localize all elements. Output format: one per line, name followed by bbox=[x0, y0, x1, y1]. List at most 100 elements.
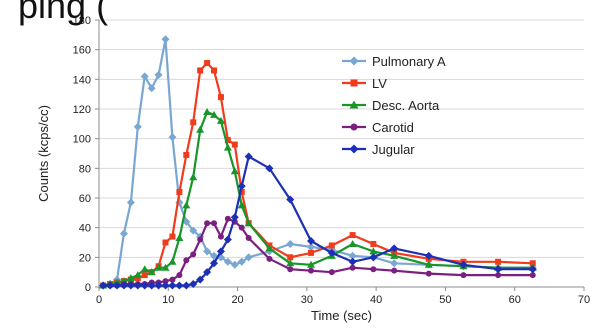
data-point-desc-aorta bbox=[390, 251, 399, 259]
legend-swatch-marker bbox=[349, 144, 359, 154]
data-point-jugular bbox=[168, 281, 177, 290]
data-point-jugular bbox=[161, 281, 170, 290]
data-point-jugular bbox=[223, 235, 232, 244]
data-point-desc-aorta bbox=[196, 125, 205, 133]
legend-label: LV bbox=[372, 76, 387, 91]
legend-item-lv: LV bbox=[342, 76, 387, 91]
data-point-jugular bbox=[348, 257, 357, 266]
legend-item-desc-aorta: Desc. Aorta bbox=[342, 98, 440, 113]
x-tick-label: 30 bbox=[301, 294, 313, 306]
legend-item-pulmonary-a: Pulmonary A bbox=[342, 54, 446, 69]
data-point-pulmonary-a bbox=[154, 70, 163, 79]
data-point-pulmonary-a bbox=[147, 84, 156, 93]
series-line-desc-aorta bbox=[102, 110, 533, 287]
data-point-pulmonary-a bbox=[119, 229, 128, 238]
y-tick-label: 0 bbox=[85, 282, 91, 294]
data-point-desc-aorta bbox=[161, 263, 170, 271]
data-point-jugular bbox=[175, 281, 184, 290]
data-point-carotid bbox=[495, 272, 502, 279]
data-point-pulmonary-a bbox=[203, 247, 212, 256]
data-point-pulmonary-a bbox=[168, 133, 177, 142]
data-point-carotid bbox=[169, 276, 176, 283]
x-tick-label: 0 bbox=[96, 294, 102, 306]
y-tick-label: 180 bbox=[73, 15, 91, 27]
data-point-desc-aorta bbox=[147, 268, 156, 276]
data-point-carotid bbox=[217, 233, 224, 240]
data-point-pulmonary-a bbox=[286, 239, 295, 248]
series-carotid bbox=[100, 215, 536, 289]
data-point-jugular bbox=[494, 265, 503, 274]
data-point-jugular bbox=[369, 253, 378, 262]
data-point-jugular bbox=[459, 260, 468, 269]
data-point-lv bbox=[308, 249, 315, 256]
data-point-lv bbox=[529, 260, 536, 267]
data-point-jugular bbox=[244, 152, 253, 161]
data-point-jugular bbox=[182, 281, 191, 290]
data-point-desc-aorta bbox=[369, 247, 378, 255]
legend-item-carotid: Carotid bbox=[342, 120, 414, 135]
data-point-carotid bbox=[183, 257, 190, 264]
series-jugular bbox=[99, 152, 537, 290]
series-line-lv bbox=[102, 61, 533, 287]
data-point-jugular bbox=[126, 281, 135, 290]
data-point-carotid bbox=[245, 235, 252, 242]
data-point-lv bbox=[141, 272, 148, 279]
x-tick-label: 10 bbox=[162, 294, 174, 306]
legend-swatch-marker bbox=[350, 123, 358, 131]
data-point-desc-aorta bbox=[265, 244, 274, 252]
data-point-jugular bbox=[390, 244, 399, 253]
y-tick-label: 20 bbox=[79, 252, 91, 264]
y-tick-label: 80 bbox=[79, 163, 91, 175]
data-point-lv bbox=[328, 242, 335, 249]
data-point-pulmonary-a bbox=[216, 253, 225, 262]
data-point-lv bbox=[287, 254, 294, 261]
data-point-lv bbox=[190, 119, 197, 126]
data-point-carotid bbox=[328, 269, 335, 276]
series-line-carotid bbox=[103, 217, 533, 287]
data-point-desc-aorta bbox=[140, 265, 149, 273]
data-point-pulmonary-a bbox=[133, 122, 142, 131]
data-point-jugular bbox=[230, 213, 239, 222]
y-tick-label: 40 bbox=[79, 223, 91, 235]
data-point-carotid bbox=[370, 266, 377, 273]
data-point-desc-aorta bbox=[203, 107, 212, 115]
data-point-desc-aorta bbox=[348, 239, 357, 247]
data-point-carotid bbox=[162, 278, 169, 285]
data-point-pulmonary-a bbox=[161, 35, 170, 44]
data-point-jugular bbox=[99, 281, 108, 290]
data-point-lv bbox=[169, 233, 176, 240]
data-point-desc-aorta bbox=[216, 116, 225, 124]
data-point-jugular bbox=[237, 182, 246, 191]
legend: Pulmonary A LV Desc. Aorta Carotid Jugular bbox=[342, 54, 446, 157]
x-tick-label: 40 bbox=[370, 294, 382, 306]
x-axis-title: Time (sec) bbox=[311, 308, 372, 323]
data-point-jugular bbox=[119, 281, 128, 290]
axes bbox=[98, 20, 584, 288]
legend-swatch-marker bbox=[349, 100, 359, 109]
y-tick-labels: 0 20 40 60 80 100 120 140 160 180 bbox=[73, 15, 99, 294]
data-point-desc-aorta bbox=[210, 110, 219, 118]
data-point-jugular bbox=[216, 247, 225, 256]
data-point-jugular bbox=[210, 259, 219, 268]
data-point-desc-aorta bbox=[133, 271, 142, 279]
data-point-lv bbox=[183, 151, 190, 158]
data-point-desc-aorta bbox=[244, 219, 253, 227]
data-point-pulmonary-a bbox=[126, 198, 135, 207]
data-point-lv bbox=[217, 94, 224, 101]
x-tick-label: 50 bbox=[439, 294, 451, 306]
data-point-pulmonary-a bbox=[307, 242, 316, 251]
legend-swatch-marker bbox=[349, 56, 359, 66]
data-point-jugular bbox=[189, 280, 198, 289]
data-point-carotid bbox=[238, 224, 245, 231]
series-line-pulmonary-a bbox=[102, 38, 533, 287]
data-point-jugular bbox=[528, 265, 537, 274]
legend-label: Pulmonary A bbox=[372, 54, 446, 69]
data-point-jugular bbox=[203, 268, 212, 277]
y-tick-label: 100 bbox=[73, 134, 91, 146]
data-point-carotid bbox=[287, 266, 294, 273]
legend-label: Jugular bbox=[372, 142, 415, 157]
data-point-carotid bbox=[190, 251, 197, 258]
data-point-lv bbox=[211, 67, 218, 74]
data-point-lv bbox=[349, 232, 356, 239]
